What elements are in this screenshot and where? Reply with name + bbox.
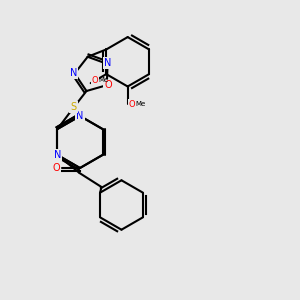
Text: O: O <box>52 163 60 173</box>
Text: O: O <box>104 80 112 90</box>
Text: N: N <box>54 150 61 160</box>
Text: N: N <box>70 68 77 79</box>
Text: N: N <box>76 111 84 121</box>
Text: O: O <box>128 100 135 109</box>
Text: Me: Me <box>99 77 109 83</box>
Text: Me: Me <box>136 101 146 107</box>
Text: S: S <box>70 102 76 112</box>
Text: N: N <box>104 58 111 68</box>
Text: O: O <box>92 76 98 85</box>
